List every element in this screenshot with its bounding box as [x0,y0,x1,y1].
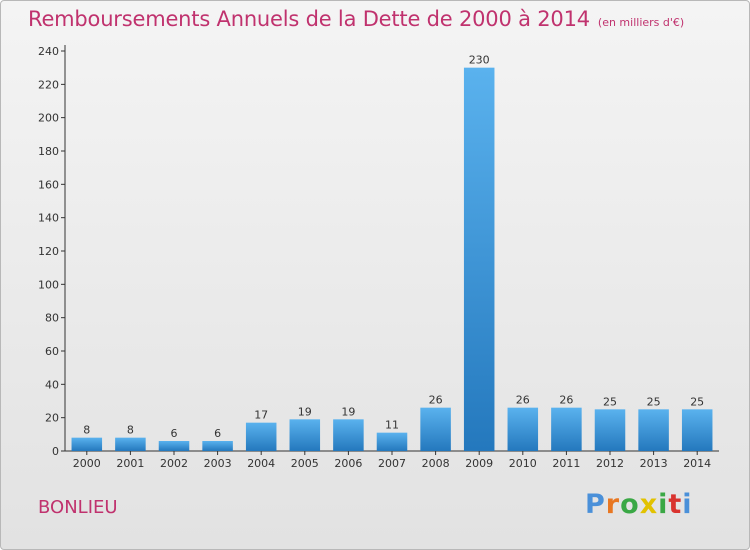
bar [115,437,146,451]
x-tick-label: 2005 [291,457,319,470]
x-tick-label: 2007 [378,457,406,470]
x-tick-label: 2008 [422,457,450,470]
bar [463,67,495,452]
y-tick-label: 180 [38,145,59,158]
y-tick-label: 220 [38,78,59,91]
data-label: 19 [298,405,312,418]
data-label: 25 [647,395,661,408]
chart-subtitle: (en milliers d'€) [597,16,685,29]
y-tick-label: 60 [45,345,59,358]
x-tick-label: 2004 [247,457,275,470]
data-label: 25 [603,395,617,408]
bar [551,407,582,451]
data-label: 26 [559,394,573,407]
x-tick-label: 2011 [552,457,580,470]
data-label: 19 [341,405,355,418]
data-label: 6 [171,427,178,440]
x-tick-label: 2002 [160,457,188,470]
data-label: 26 [516,394,530,407]
logo-letter: x [639,489,659,520]
data-label: 11 [385,419,399,432]
x-tick-label: 2000 [73,457,101,470]
commune-name: BONLIEU [38,497,118,518]
bar [681,409,713,451]
x-tick-label: 2012 [596,457,624,470]
data-label: 25 [690,395,704,408]
logo-letter: r [605,489,621,520]
logo-letter: P [585,489,606,520]
data-label: 26 [429,394,443,407]
bar [71,437,103,451]
data-label: 6 [214,427,221,440]
proxiti-logo: Proxiti [585,489,693,520]
logo-letter: i [682,489,693,520]
y-tick-label: 40 [45,378,59,391]
bar [638,409,669,451]
bar [245,422,277,451]
y-tick-label: 100 [38,278,59,291]
y-tick-label: 140 [38,212,59,225]
bar [420,407,451,451]
y-tick-label: 200 [38,112,59,125]
y-tick-label: 240 [38,45,59,58]
title-block: Remboursements Annuels de la Dette de 20… [28,7,684,31]
x-tick-label: 2001 [116,457,144,470]
y-tick-label: 20 [45,412,59,425]
x-tick-label: 2006 [334,457,362,470]
bar [289,419,321,451]
bar [333,419,364,451]
x-tick-label: 2010 [509,457,537,470]
logo-letter: o [620,489,640,520]
bar [158,441,190,451]
chart-title: Remboursements Annuels de la Dette de 20… [28,7,590,31]
y-tick-label: 120 [38,245,59,258]
data-label: 17 [254,409,268,422]
bar [507,407,539,451]
bar [202,441,233,451]
y-tick-label: 0 [52,445,59,458]
y-tick-label: 160 [38,178,59,191]
logo-letter: i [658,489,669,520]
data-label: 230 [469,54,490,67]
x-tick-label: 2014 [683,457,711,470]
data-label: 8 [127,424,134,437]
y-tick-label: 80 [45,312,59,325]
bar [376,432,408,451]
x-tick-label: 2009 [465,457,493,470]
x-tick-label: 2013 [640,457,668,470]
bar [594,409,626,451]
logo-letter: t [668,489,683,520]
data-label: 8 [83,424,90,437]
x-tick-label: 2003 [204,457,232,470]
